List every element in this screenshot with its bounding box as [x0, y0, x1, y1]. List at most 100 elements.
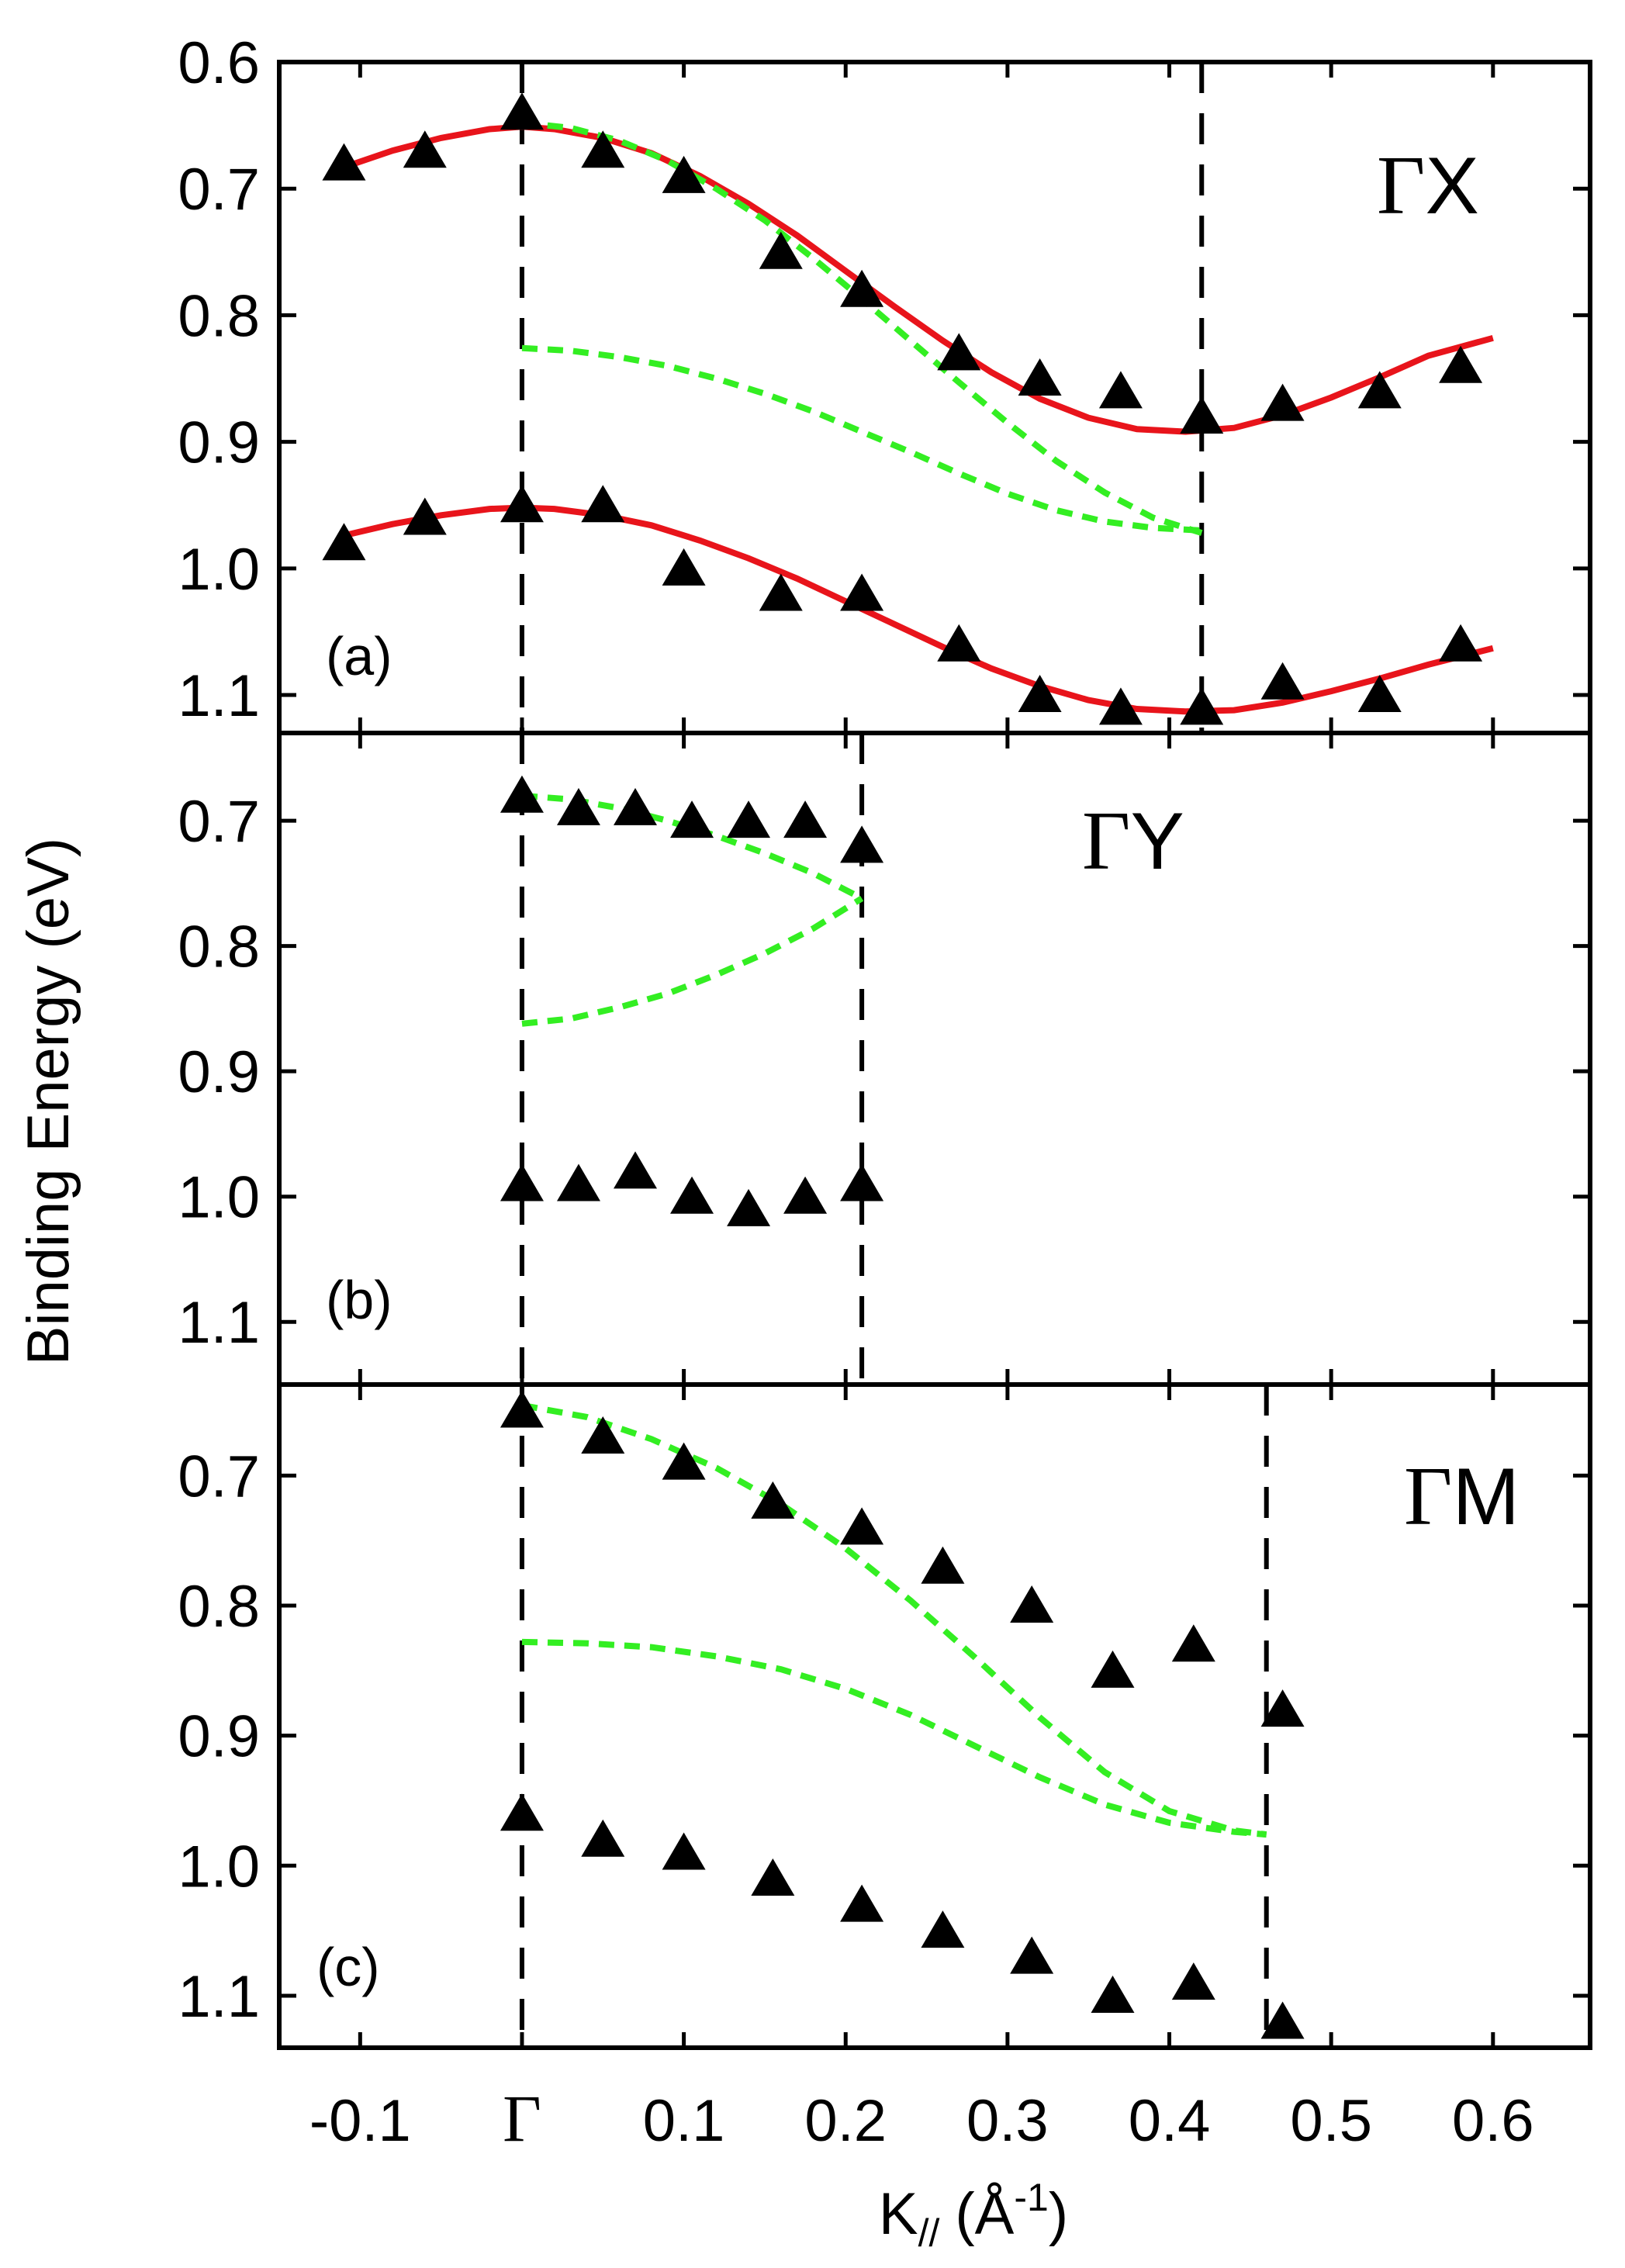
data-point	[581, 1416, 625, 1454]
data-point	[1091, 1650, 1135, 1688]
x-axis-title-main: K	[879, 2181, 918, 2247]
data-point	[1260, 1689, 1305, 1727]
y-tick-label: 0.8	[178, 283, 260, 349]
panel-label: (b)	[326, 1270, 392, 1330]
data-point	[937, 333, 981, 371]
direction-label-gamma: Γ	[1377, 140, 1425, 232]
data-point	[500, 92, 544, 130]
x-tick-label: 0.1	[643, 2088, 725, 2154]
y-tick-label: 0.9	[178, 1039, 260, 1105]
data-point	[840, 573, 884, 611]
data-point	[662, 1832, 706, 1870]
data-point	[1260, 383, 1305, 421]
direction-label: ΓM	[1404, 1450, 1520, 1543]
data-point	[1098, 371, 1143, 409]
calc-curve	[521, 895, 864, 1027]
data-point	[751, 1858, 795, 1896]
y-tick-label: 0.6	[178, 30, 260, 96]
y-tick-label: 1.1	[178, 1290, 260, 1356]
data-point	[937, 624, 981, 662]
data-point	[1357, 371, 1402, 409]
x-tick-label: 0.2	[804, 2088, 887, 2154]
y-tick-label: 0.7	[178, 157, 260, 223]
data-point	[1091, 1975, 1135, 2013]
data-point	[500, 1793, 544, 1831]
data-point	[500, 1390, 544, 1428]
data-point	[1439, 345, 1483, 383]
data-point	[1357, 675, 1402, 713]
data-point	[727, 800, 771, 838]
data-point	[840, 825, 884, 863]
calc-curve	[521, 1402, 1267, 1838]
fit-curve	[343, 123, 1494, 435]
panels: 0.60.70.80.91.01.1ΓX(a)0.70.80.91.01.1ΓY…	[178, 30, 1592, 2050]
data-point	[759, 573, 803, 611]
data-point	[614, 1151, 658, 1189]
x-axis: -0.1 Γ 0.1 0.2 0.3 0.4 0.5 0.6	[309, 2081, 1534, 2156]
data-point	[556, 1163, 600, 1201]
y-tick-label: 0.9	[178, 1704, 260, 1770]
x-tick-label: 0.5	[1290, 2088, 1372, 2154]
data-point	[1260, 2001, 1305, 2039]
x-tick-label: Γ	[503, 2081, 541, 2156]
y-tick-label: 1.0	[178, 1834, 260, 1900]
data-point	[1171, 1624, 1215, 1662]
data-point	[840, 1163, 884, 1201]
data-point	[840, 1507, 884, 1545]
panel-label: (a)	[326, 626, 392, 686]
panel-label: (c)	[316, 1937, 380, 1997]
data-point	[500, 485, 544, 523]
x-axis-title-unit-close: )	[1049, 2181, 1068, 2247]
data-point	[670, 800, 714, 838]
data-point	[1018, 675, 1062, 713]
direction-label-point: Y	[1130, 797, 1184, 887]
data-point	[403, 497, 447, 535]
data-point	[1439, 624, 1483, 662]
y-tick-label: 0.7	[178, 1443, 260, 1509]
direction-label-gamma: Γ	[1082, 795, 1130, 887]
data-point	[500, 1163, 544, 1201]
panel-b: 0.7 0.8 0.9 1.0 1.1 ΓY (b)	[178, 731, 1592, 1387]
y-tick-label: 0.8	[178, 1574, 260, 1640]
x-axis-title-unit-sup: -1	[1014, 2176, 1048, 2219]
data-point	[403, 130, 447, 168]
x-tick-label: 0.4	[1129, 2088, 1211, 2154]
data-point	[751, 1481, 795, 1519]
data-point	[840, 1884, 884, 1922]
panel-c-frame	[277, 1382, 1592, 2050]
calc-curve	[521, 119, 1203, 536]
data-point	[581, 1819, 625, 1857]
data-point	[1010, 1936, 1054, 1974]
direction-label-point: M	[1452, 1452, 1520, 1542]
calc-curve	[521, 344, 1202, 534]
data-point	[670, 1176, 714, 1214]
y-tick-label: 1.0	[178, 537, 260, 603]
x-tick-label: 0.3	[966, 2088, 1049, 2154]
data-point	[840, 269, 884, 307]
y-tick-label: 1.1	[178, 663, 260, 729]
data-point	[1180, 396, 1224, 434]
y-tick-label: 1.1	[178, 1964, 260, 2030]
data-point	[1180, 687, 1224, 725]
direction-label: ΓY	[1082, 795, 1184, 887]
panel-b-frame	[277, 731, 1592, 1387]
direction-label-point: X	[1425, 141, 1478, 231]
y-axis-title: Binding Energy (eV)	[16, 838, 81, 1365]
data-point	[783, 800, 828, 838]
panel-c: 0.7 0.8 0.9 1.0 1.1 ΓM (c)	[178, 1382, 1592, 2050]
x-tick-label: -0.1	[309, 2088, 411, 2154]
fit-curve	[343, 504, 1494, 715]
data-point	[556, 787, 600, 825]
x-axis-title: K// (Å-1)	[879, 2176, 1068, 2255]
x-axis-title-unit-open: (Å	[955, 2181, 1014, 2247]
y-tick-label: 1.0	[178, 1165, 260, 1231]
data-point	[614, 787, 658, 825]
data-point	[662, 548, 706, 586]
data-point	[662, 155, 706, 193]
y-tick-label: 0.7	[178, 789, 260, 855]
direction-label-gamma: Γ	[1404, 1450, 1452, 1543]
y-tick-label: 0.9	[178, 410, 260, 476]
data-point	[500, 775, 544, 813]
x-tick-label: 0.6	[1452, 2088, 1534, 2154]
